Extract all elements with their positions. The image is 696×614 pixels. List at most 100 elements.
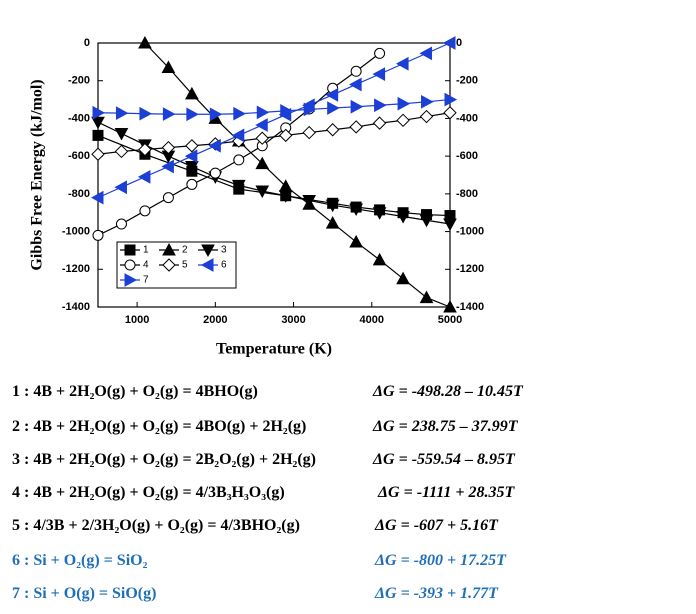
marker (374, 47, 386, 59)
marker (233, 154, 245, 166)
marker (325, 123, 340, 137)
legend: 1 2 3 4 5 6 7 (116, 241, 237, 289)
y2-tick-label: 0 (456, 37, 462, 49)
marker (396, 210, 410, 224)
marker (185, 86, 199, 100)
marker (397, 96, 411, 111)
marker (138, 142, 152, 157)
marker (419, 109, 434, 124)
plot-frame (97, 42, 451, 308)
legend-label: 4 (143, 260, 149, 271)
marker (138, 35, 152, 49)
marker (302, 125, 316, 140)
marker (396, 56, 409, 71)
delta-g: ΔG = -559.54 – 8.95T (373, 451, 515, 468)
reaction: 2 : 4B + 2H₂O(g) + O₂(g) = 4BO(g) + 2H₂(… (12, 418, 307, 435)
series-line (97, 112, 451, 155)
legend-label: 2 (182, 245, 188, 256)
delta-g: ΔG = -393 + 1.77T (375, 585, 498, 602)
marker (255, 118, 268, 132)
chart: Temperature (K) Gibbs Free Energy (kJ/mo… (29, 35, 484, 358)
marker (161, 159, 174, 174)
legend-label: 7 (143, 275, 149, 286)
marker (92, 129, 104, 141)
y-tick-label: -1200 (62, 263, 90, 275)
marker (372, 207, 387, 220)
legend-label: 3 (221, 245, 227, 256)
marker (396, 113, 410, 128)
marker (419, 290, 434, 304)
marker (92, 229, 104, 241)
legend-marker (124, 259, 136, 271)
marker (396, 271, 410, 285)
marker (255, 185, 270, 199)
y-tick-label: -600 (68, 150, 90, 162)
legend-marker (162, 258, 176, 272)
marker (91, 147, 105, 161)
series-line (97, 121, 451, 225)
y2-tick-label: -200 (456, 75, 478, 87)
marker (349, 234, 363, 248)
x-tick-label: 3000 (281, 314, 305, 326)
reaction: 6 : Si + O₂(g) = SiO₂ (12, 552, 148, 569)
marker (280, 104, 293, 118)
marker (114, 144, 129, 159)
marker (92, 105, 106, 120)
reaction: 3 : 4B + 2H₂O(g) + O₂(g) = 2B₂O₂(g) + 2H… (12, 451, 316, 468)
marker (278, 190, 293, 203)
marker (349, 120, 363, 134)
series-line (97, 98, 451, 115)
marker (161, 60, 176, 74)
x-tick-label: 4000 (360, 314, 384, 326)
marker (231, 128, 245, 143)
marker (327, 101, 340, 115)
marker (374, 98, 387, 113)
marker (443, 299, 457, 313)
legend-label: 5 (182, 260, 188, 271)
marker (303, 102, 317, 117)
y2-tick-label: -400 (456, 112, 478, 124)
marker (115, 218, 127, 230)
x-tick-label: 2000 (203, 314, 227, 326)
y2-tick-label: -1200 (456, 263, 484, 275)
marker (114, 180, 127, 195)
marker (185, 139, 199, 153)
marker (372, 67, 386, 81)
marker (186, 178, 198, 190)
legend-label: 6 (221, 260, 227, 271)
y2-tick-label: -800 (456, 188, 478, 200)
marker (161, 140, 176, 155)
delta-g: ΔG = -1111 + 28.35T (378, 484, 515, 501)
marker (90, 190, 104, 205)
marker (419, 46, 433, 61)
y-tick-label: 0 (84, 37, 90, 49)
legend-label: 1 (143, 245, 149, 256)
marker (137, 170, 151, 184)
marker (325, 199, 340, 213)
y-tick-label: -800 (68, 188, 90, 200)
marker (442, 36, 456, 50)
marker (139, 106, 152, 121)
marker (443, 218, 457, 232)
reaction: 7 : Si + O(g) = SiO(g) (12, 585, 157, 602)
delta-g: ΔG = -607 + 5.16T (375, 517, 498, 534)
reaction: 1 : 4B + 2H₂O(g) + O₂(g) = 4BHO(g) (12, 383, 258, 400)
reaction: 4 : 4B + 2H₂O(g) + O₂(g) = 4/3B₃H₃O₃(g) (12, 484, 285, 501)
delta-g: ΔG = -498.28 – 10.45T (373, 383, 523, 400)
y2-tick-label: -1400 (456, 301, 484, 313)
marker (185, 161, 199, 174)
reaction: 5 : 4/3B + 2/3H₂O(g) + O₂(g) = 4/3BHO₂(g… (12, 517, 300, 534)
marker (372, 252, 387, 266)
marker (444, 92, 458, 107)
x-tick-label: 5000 (438, 314, 462, 326)
marker (209, 107, 223, 122)
x-tick-label: 1000 (125, 314, 149, 326)
marker (350, 65, 362, 77)
legend-marker (124, 273, 138, 287)
marker (162, 107, 176, 121)
marker (255, 131, 269, 145)
marker (372, 116, 387, 130)
marker (114, 128, 129, 141)
marker (421, 94, 434, 109)
